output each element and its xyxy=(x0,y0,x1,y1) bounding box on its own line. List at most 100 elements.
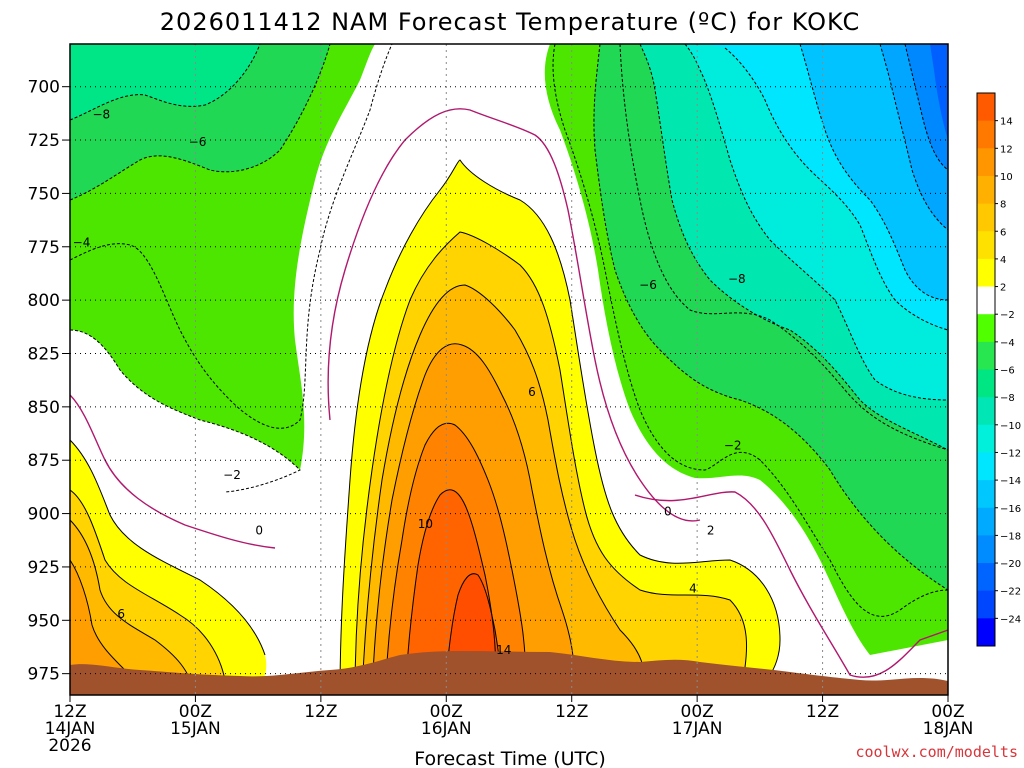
colorbar-swatch xyxy=(977,258,995,287)
colorbar-swatch xyxy=(977,341,995,370)
credit-text: coolwx.com/modelts xyxy=(855,743,1018,761)
colorbar-swatch xyxy=(977,203,995,232)
colorbar-swatch xyxy=(977,314,995,343)
contour-line-minus16-right xyxy=(799,44,948,301)
colorbar-label: −24 xyxy=(1000,614,1021,625)
y-tick-label: 875 xyxy=(28,451,60,471)
temperature-band-minus22 xyxy=(930,44,948,140)
contour-label: 0 xyxy=(255,524,263,538)
colorbar-swatch xyxy=(977,397,995,426)
y-tick-label: 950 xyxy=(28,611,60,631)
x-tick-label: 00Z xyxy=(430,702,463,722)
contour-line-minus4-left xyxy=(70,44,393,429)
y-tick-label: 850 xyxy=(28,398,60,418)
colorbar-swatch xyxy=(977,93,995,122)
contour-line-minus6-right xyxy=(593,44,948,591)
contour-line-minus8-left xyxy=(70,44,261,121)
colorbar-label: 12 xyxy=(1000,144,1013,155)
colorbar-swatch xyxy=(977,507,995,536)
contour-line-10 xyxy=(384,422,527,695)
contour-line-4 xyxy=(354,231,747,695)
colorbar: 14 12 10 8 6 4 2 −2 −4 −6 −8 −10 −12 −14 −16 −18 −20 −22 −… xyxy=(976,92,1021,647)
contour-line-2 xyxy=(339,159,781,695)
colorbar-label: 10 xyxy=(1000,172,1013,183)
x-tick-label: 12Z xyxy=(304,702,337,722)
y-tick-label: 700 xyxy=(28,78,60,98)
ground-terrain xyxy=(70,651,948,695)
contour-label: 14 xyxy=(496,643,511,657)
colorbar-label: −6 xyxy=(1000,366,1015,377)
contour-line-minus2-left xyxy=(70,329,301,493)
contour-line-4-left xyxy=(70,489,226,681)
contour-label: −2 xyxy=(223,468,241,482)
colorbar-label: 6 xyxy=(1000,227,1006,238)
colorbar-swatch xyxy=(977,618,995,647)
contour-line-12 xyxy=(404,489,497,695)
colorbar-label: −14 xyxy=(1000,476,1021,487)
contour-labels: −8 −6 −4 −2 0 6 10 6 14 −6 −8 −2 0 2 4 xyxy=(73,107,746,657)
colorbar-swatch xyxy=(977,424,995,453)
y-tick-label: 750 xyxy=(28,184,60,204)
contour-label: −6 xyxy=(189,135,207,149)
x-axis-label: Forecast Time (UTC) xyxy=(414,748,605,768)
contour-label: −8 xyxy=(728,272,746,286)
y-tick-label: 825 xyxy=(28,344,60,364)
colorbar-label: −22 xyxy=(1000,587,1021,598)
x-tick-label: 15JAN xyxy=(170,719,221,739)
colorbar-label: −20 xyxy=(1000,559,1021,570)
contour-label: 2 xyxy=(707,524,715,538)
colorbar-label: 2 xyxy=(1000,283,1006,294)
contour-label: 4 xyxy=(689,581,697,595)
colorbar-label: −12 xyxy=(1000,448,1021,459)
colorbar-label: 14 xyxy=(1000,117,1013,128)
contour-label: −4 xyxy=(73,236,91,250)
x-tick-label: 18JAN xyxy=(923,719,974,739)
x-tick-label: 17JAN xyxy=(672,719,723,739)
contour-line-6-left xyxy=(70,519,196,695)
y-tick-label: 800 xyxy=(28,291,60,311)
contour-line-zero-central xyxy=(327,108,701,522)
colorbar-swatch xyxy=(977,175,995,204)
contour-label: −8 xyxy=(93,107,111,121)
colorbar-swatch xyxy=(977,563,995,592)
contour-line-6 xyxy=(361,284,645,695)
chart-title: 2026011412 NAM Forecast Temperature (ºC)… xyxy=(160,8,860,36)
y-tick-label: 925 xyxy=(28,558,60,578)
colorbar-label: −18 xyxy=(1000,531,1021,542)
y-tick-label: 775 xyxy=(28,238,60,258)
x-tick-label: 12Z xyxy=(806,702,839,722)
contour-label: 6 xyxy=(117,607,125,621)
colorbar-label: −16 xyxy=(1000,504,1021,515)
contour-line-zero-right xyxy=(634,491,948,678)
temperature-band-8-left xyxy=(70,560,135,695)
x-tick-label: 00Z xyxy=(179,702,212,722)
x-tick-label: 12Z xyxy=(555,702,588,722)
colorbar-swatch xyxy=(977,231,995,260)
x-tick-label: 16JAN xyxy=(421,719,472,739)
colorbar-swatch xyxy=(977,148,995,177)
contour-line-8 xyxy=(371,343,575,695)
contour-label: 0 xyxy=(664,504,672,518)
x-tick-label: 00Z xyxy=(681,702,714,722)
x-tick-label: 14JAN xyxy=(45,719,96,739)
contour-line-minus20-right xyxy=(904,44,948,171)
contour-label: −2 xyxy=(724,438,742,452)
contour-line-zero-left xyxy=(70,394,276,549)
contour-label: −6 xyxy=(639,278,657,292)
contour-line-minus18-right xyxy=(879,44,948,231)
contour-label: 6 xyxy=(528,385,536,399)
plot-frame xyxy=(69,43,949,696)
colorbar-label: −4 xyxy=(1000,338,1015,349)
colorbar-label: −2 xyxy=(1000,310,1015,321)
x-tick-label: 00Z xyxy=(931,702,964,722)
colorbar-swatch xyxy=(977,120,995,149)
colorbar-swatch xyxy=(977,452,995,481)
colorbar-swatch xyxy=(977,590,995,619)
colorbar-label: 8 xyxy=(1000,200,1006,211)
contour-line-minus12-right xyxy=(684,44,948,401)
x-tick-label: 2026 xyxy=(48,736,91,756)
y-tick-label: 975 xyxy=(28,665,60,685)
contour-line-2-left xyxy=(70,439,266,656)
